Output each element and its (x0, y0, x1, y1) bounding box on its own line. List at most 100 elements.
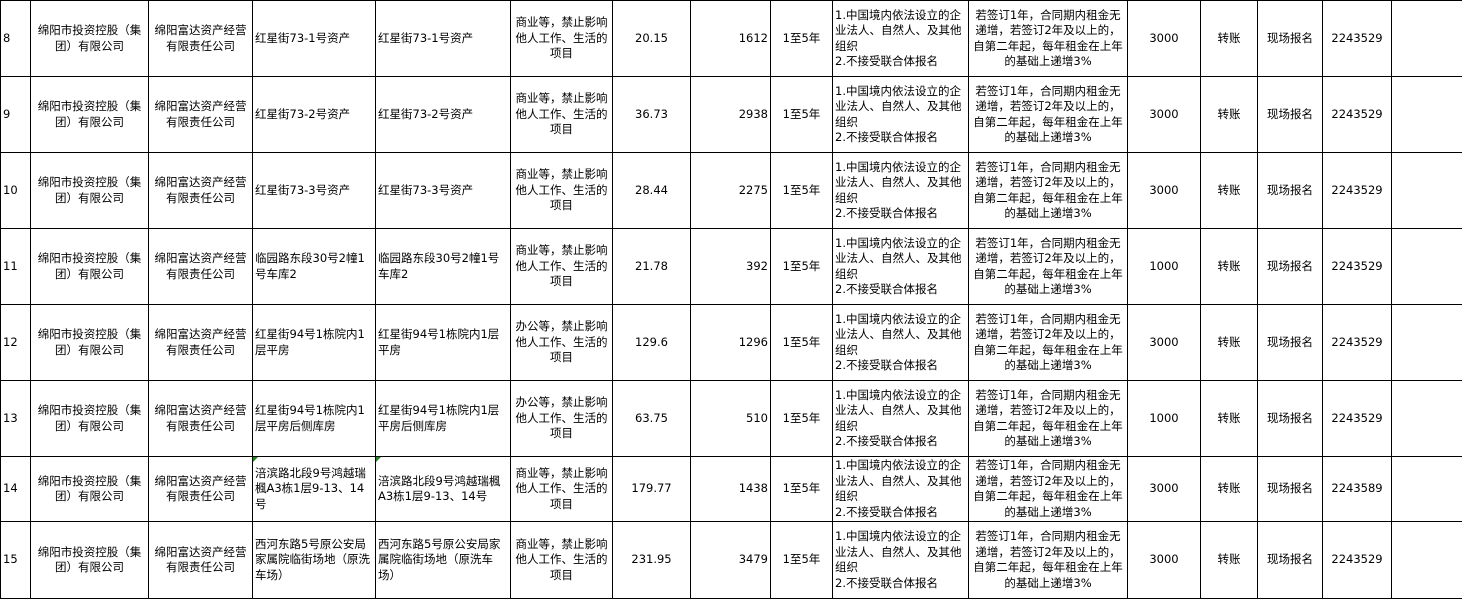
cell-deposit[interactable]: 3000 (1128, 153, 1201, 229)
cell-area[interactable]: 129.6 (613, 305, 691, 381)
cell-no[interactable]: 13 (1, 381, 31, 457)
cell-no[interactable]: 9 (1, 77, 31, 153)
cell-registration-method[interactable]: 现场报名 (1258, 305, 1323, 381)
cell-rent[interactable]: 1612 (691, 1, 771, 77)
cell-registration-method[interactable]: 现场报名 (1258, 153, 1323, 229)
cell-owner[interactable]: 绵阳市投资控股（集团）有限公司 (31, 457, 149, 522)
cell-payment[interactable]: 转账 (1201, 457, 1258, 522)
cell-location[interactable]: 红星街73-2号资产 (376, 77, 511, 153)
cell-manager[interactable]: 绵阳富达资产经营有限责任公司 (149, 229, 253, 305)
cell-conditions[interactable]: 1.中国境内依法设立的企业法人、自然人、及其他组织 2.不接受联合体报名 (833, 457, 969, 522)
cell-rent-increase[interactable]: 若签订1年，合同期内租金无递增，若签订2年及以上的，自第二年起，每年租金在上年的… (969, 1, 1128, 77)
cell-deposit[interactable]: 3000 (1128, 77, 1201, 153)
cell-no[interactable]: 10 (1, 153, 31, 229)
cell-phone[interactable]: 2243529 (1323, 229, 1392, 305)
cell-payment[interactable]: 转账 (1201, 381, 1258, 457)
cell-deposit[interactable]: 1000 (1128, 381, 1201, 457)
cell-rent[interactable]: 1296 (691, 305, 771, 381)
cell-no[interactable]: 11 (1, 229, 31, 305)
cell-payment[interactable]: 转账 (1201, 77, 1258, 153)
cell-asset-name[interactable]: 红星街73-2号资产 (253, 77, 376, 153)
cell-payment[interactable]: 转账 (1201, 1, 1258, 77)
cell-rent-increase[interactable]: 若签订1年，合同期内租金无递增，若签订2年及以上的，自第二年起，每年租金在上年的… (969, 457, 1128, 522)
cell-rent-increase[interactable]: 若签订1年，合同期内租金无递增，若签订2年及以上的，自第二年起，每年租金在上年的… (969, 229, 1128, 305)
cell-conditions[interactable]: 1.中国境内依法设立的企业法人、自然人、及其他组织 2.不接受联合体报名 (833, 522, 969, 599)
cell-payment[interactable]: 转账 (1201, 522, 1258, 599)
cell-registration-method[interactable]: 现场报名 (1258, 522, 1323, 599)
cell-area[interactable]: 28.44 (613, 153, 691, 229)
cell-no[interactable]: 8 (1, 1, 31, 77)
cell-rent-increase[interactable]: 若签订1年，合同期内租金无递增，若签订2年及以上的，自第二年起，每年租金在上年的… (969, 305, 1128, 381)
cell-term[interactable]: 1至5年 (771, 457, 833, 522)
cell-term[interactable]: 1至5年 (771, 229, 833, 305)
cell-conditions[interactable]: 1.中国境内依法设立的企业法人、自然人、及其他组织 2.不接受联合体报名 (833, 77, 969, 153)
cell-asset-name[interactable]: 红星街94号1栋院内1层平房后侧库房 (253, 381, 376, 457)
cell-no[interactable]: 12 (1, 305, 31, 381)
cell-term[interactable]: 1至5年 (771, 305, 833, 381)
cell-deposit[interactable]: 1000 (1128, 229, 1201, 305)
cell-phone[interactable]: 2243529 (1323, 1, 1392, 77)
cell-registration-method[interactable]: 现场报名 (1258, 1, 1323, 77)
cell-area[interactable]: 20.15 (613, 1, 691, 77)
cell-conditions[interactable]: 1.中国境内依法设立的企业法人、自然人、及其他组织 2.不接受联合体报名 (833, 381, 969, 457)
cell-location[interactable]: 临园路东段30号2幢1号车库2 (376, 229, 511, 305)
cell-asset-name[interactable]: 涪滨路北段9号鸿越瑞楓A3栋1层9-13、14号 (253, 457, 376, 522)
cell-rent[interactable]: 2275 (691, 153, 771, 229)
cell-rent[interactable]: 1438 (691, 457, 771, 522)
cell-phone[interactable]: 2243529 (1323, 381, 1392, 457)
cell-use[interactable]: 商业等，禁止影响他人工作、生活的项目 (511, 457, 613, 522)
cell-payment[interactable]: 转账 (1201, 229, 1258, 305)
cell-owner[interactable]: 绵阳市投资控股（集团）有限公司 (31, 229, 149, 305)
cell-location[interactable]: 红星街73-1号资产 (376, 1, 511, 77)
cell-location[interactable]: 西河东路5号原公安局家属院临街场地（原洗车场） (376, 522, 511, 599)
cell-phone[interactable]: 2243529 (1323, 305, 1392, 381)
cell-phone[interactable]: 2243529 (1323, 522, 1392, 599)
cell-owner[interactable]: 绵阳市投资控股（集团）有限公司 (31, 77, 149, 153)
cell-location[interactable]: 红星街94号1栋院内1层平房 (376, 305, 511, 381)
cell-extra[interactable] (1392, 77, 1462, 153)
cell-term[interactable]: 1至5年 (771, 522, 833, 599)
cell-phone[interactable]: 2243589 (1323, 457, 1392, 522)
cell-owner[interactable]: 绵阳市投资控股（集团）有限公司 (31, 522, 149, 599)
cell-registration-method[interactable]: 现场报名 (1258, 77, 1323, 153)
cell-no[interactable]: 14 (1, 457, 31, 522)
cell-registration-method[interactable]: 现场报名 (1258, 457, 1323, 522)
cell-term[interactable]: 1至5年 (771, 381, 833, 457)
cell-registration-method[interactable]: 现场报名 (1258, 381, 1323, 457)
cell-no[interactable]: 15 (1, 522, 31, 599)
cell-area[interactable]: 36.73 (613, 77, 691, 153)
cell-rent-increase[interactable]: 若签订1年，合同期内租金无递增，若签订2年及以上的，自第二年起，每年租金在上年的… (969, 77, 1128, 153)
cell-rent[interactable]: 392 (691, 229, 771, 305)
cell-manager[interactable]: 绵阳富达资产经营有限责任公司 (149, 522, 253, 599)
cell-owner[interactable]: 绵阳市投资控股（集团）有限公司 (31, 305, 149, 381)
cell-rent[interactable]: 2938 (691, 77, 771, 153)
cell-rent[interactable]: 510 (691, 381, 771, 457)
cell-use[interactable]: 商业等，禁止影响他人工作、生活的项目 (511, 229, 613, 305)
cell-payment[interactable]: 转账 (1201, 305, 1258, 381)
cell-location[interactable]: 红星街94号1栋院内1层平房后侧库房 (376, 381, 511, 457)
cell-registration-method[interactable]: 现场报名 (1258, 229, 1323, 305)
cell-rent-increase[interactable]: 若签订1年，合同期内租金无递增，若签订2年及以上的，自第二年起，每年租金在上年的… (969, 153, 1128, 229)
cell-extra[interactable] (1392, 305, 1462, 381)
cell-term[interactable]: 1至5年 (771, 1, 833, 77)
cell-owner[interactable]: 绵阳市投资控股（集团）有限公司 (31, 1, 149, 77)
cell-conditions[interactable]: 1.中国境内依法设立的企业法人、自然人、及其他组织 2.不接受联合体报名 (833, 229, 969, 305)
cell-conditions[interactable]: 1.中国境内依法设立的企业法人、自然人、及其他组织 2.不接受联合体报名 (833, 305, 969, 381)
cell-use[interactable]: 商业等，禁止影响他人工作、生活的项目 (511, 77, 613, 153)
cell-owner[interactable]: 绵阳市投资控股（集团）有限公司 (31, 381, 149, 457)
cell-extra[interactable] (1392, 457, 1462, 522)
cell-manager[interactable]: 绵阳富达资产经营有限责任公司 (149, 457, 253, 522)
cell-location[interactable]: 涪滨路北段9号鸿越瑞楓A3栋1层9-13、14号 (376, 457, 511, 522)
cell-asset-name[interactable]: 临园路东段30号2幢1号车库2 (253, 229, 376, 305)
cell-extra[interactable] (1392, 381, 1462, 457)
cell-area[interactable]: 179.77 (613, 457, 691, 522)
cell-use[interactable]: 商业等，禁止影响他人工作、生活的项目 (511, 153, 613, 229)
cell-payment[interactable]: 转账 (1201, 153, 1258, 229)
cell-manager[interactable]: 绵阳富达资产经营有限责任公司 (149, 381, 253, 457)
cell-deposit[interactable]: 3000 (1128, 522, 1201, 599)
cell-manager[interactable]: 绵阳富达资产经营有限责任公司 (149, 77, 253, 153)
cell-area[interactable]: 231.95 (613, 522, 691, 599)
cell-term[interactable]: 1至5年 (771, 153, 833, 229)
cell-location[interactable]: 红星街73-3号资产 (376, 153, 511, 229)
cell-rent[interactable]: 3479 (691, 522, 771, 599)
